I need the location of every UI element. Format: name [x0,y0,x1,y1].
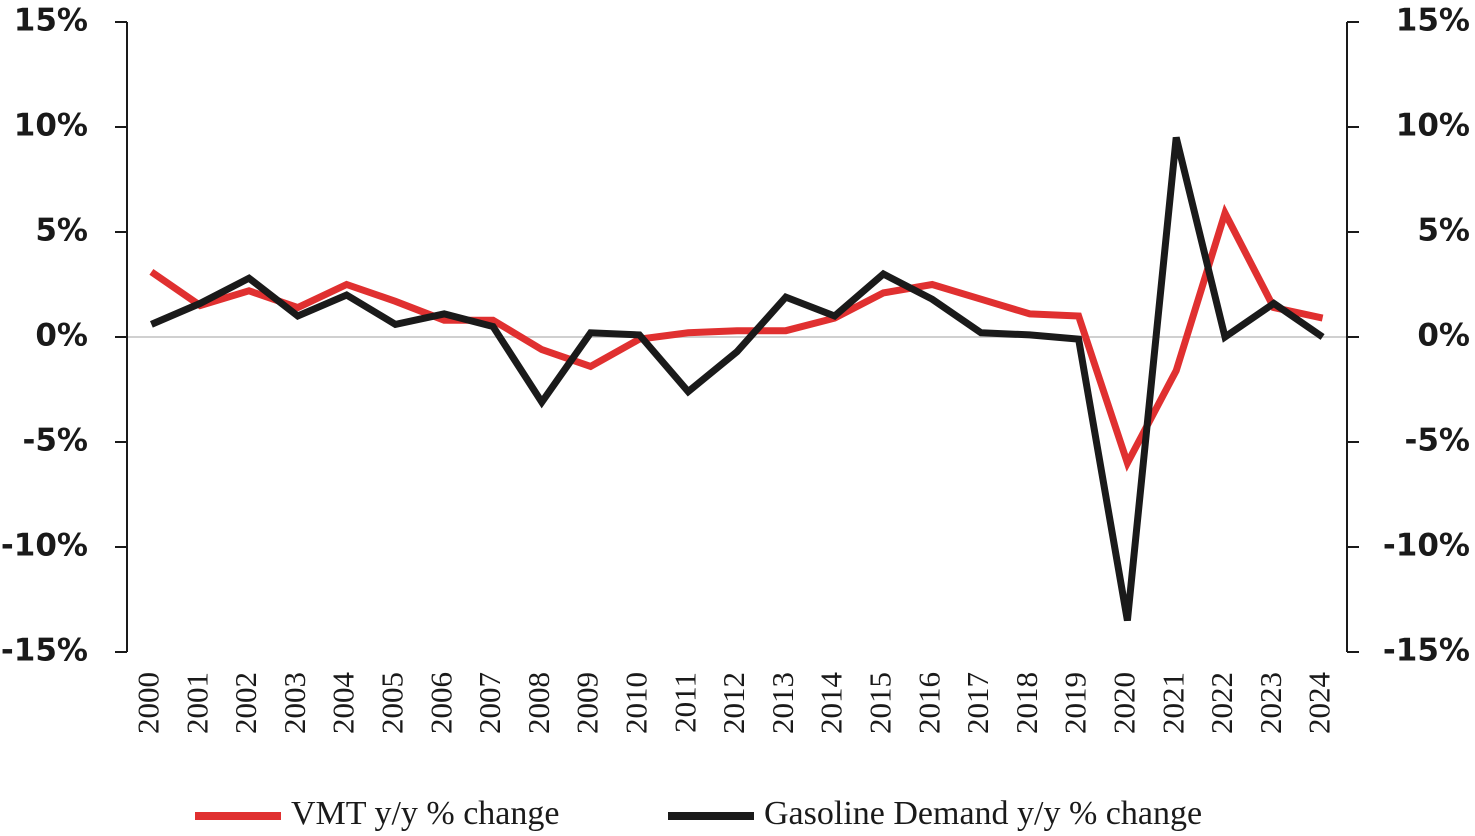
x-tick-label: 2004 [326,672,361,735]
legend-label: VMT y/y % change [291,795,559,832]
x-tick-label: 2011 [667,672,702,733]
y-tick-label: -15% [1,633,88,669]
x-tick-label: 2013 [765,672,800,734]
y-tick-label: 0% [35,318,88,354]
x-tick-label: 2010 [619,672,654,734]
series-line [149,203,1324,472]
x-tick-label: 2002 [228,672,263,734]
x-tick-label: 2020 [1107,672,1142,734]
x-tick-label: 2001 [179,672,214,734]
x-tick-label: 2005 [375,672,410,734]
x-tick-label: 2023 [1253,672,1288,734]
y-tick-label: 10% [14,108,88,144]
x-tick-label: 2019 [1058,672,1093,734]
x-tick-label: 2012 [716,672,751,734]
y-tick-label: -10% [1,528,88,564]
x-tick-label: 2018 [1009,672,1044,734]
x-tick-label: 2017 [960,672,995,734]
x-tick-label: 2000 [131,672,166,734]
y-tick-label: -5% [23,423,89,459]
y2-tick-label: 10% [1396,108,1470,144]
y2-tick-label: -10% [1383,528,1470,564]
x-tick-label: 2006 [423,672,458,734]
x-tick-label: 2024 [1302,672,1337,735]
x-tick-label: 2008 [521,672,556,734]
x-tick-label: 2015 [863,672,898,734]
x-tick-label: 2016 [911,672,946,734]
series-line [150,136,1325,622]
x-tick-label: 2009 [570,672,605,734]
x-tick-label: 2003 [277,672,312,734]
y-tick-label: 5% [35,213,88,249]
y2-tick-label: -15% [1383,633,1470,669]
x-tick-label: 2022 [1204,672,1239,734]
y2-tick-label: 0% [1417,318,1470,354]
y2-tick-label: 15% [1396,3,1470,39]
legend-label: Gasoline Demand y/y % change [764,795,1202,832]
x-tick-label: 2007 [472,672,507,734]
y2-tick-label: 5% [1417,213,1470,249]
x-tick-label: 2021 [1155,672,1190,734]
x-tick-label: 2014 [814,672,849,735]
y2-tick-label: -5% [1405,423,1471,459]
y-tick-label: 15% [14,3,88,39]
